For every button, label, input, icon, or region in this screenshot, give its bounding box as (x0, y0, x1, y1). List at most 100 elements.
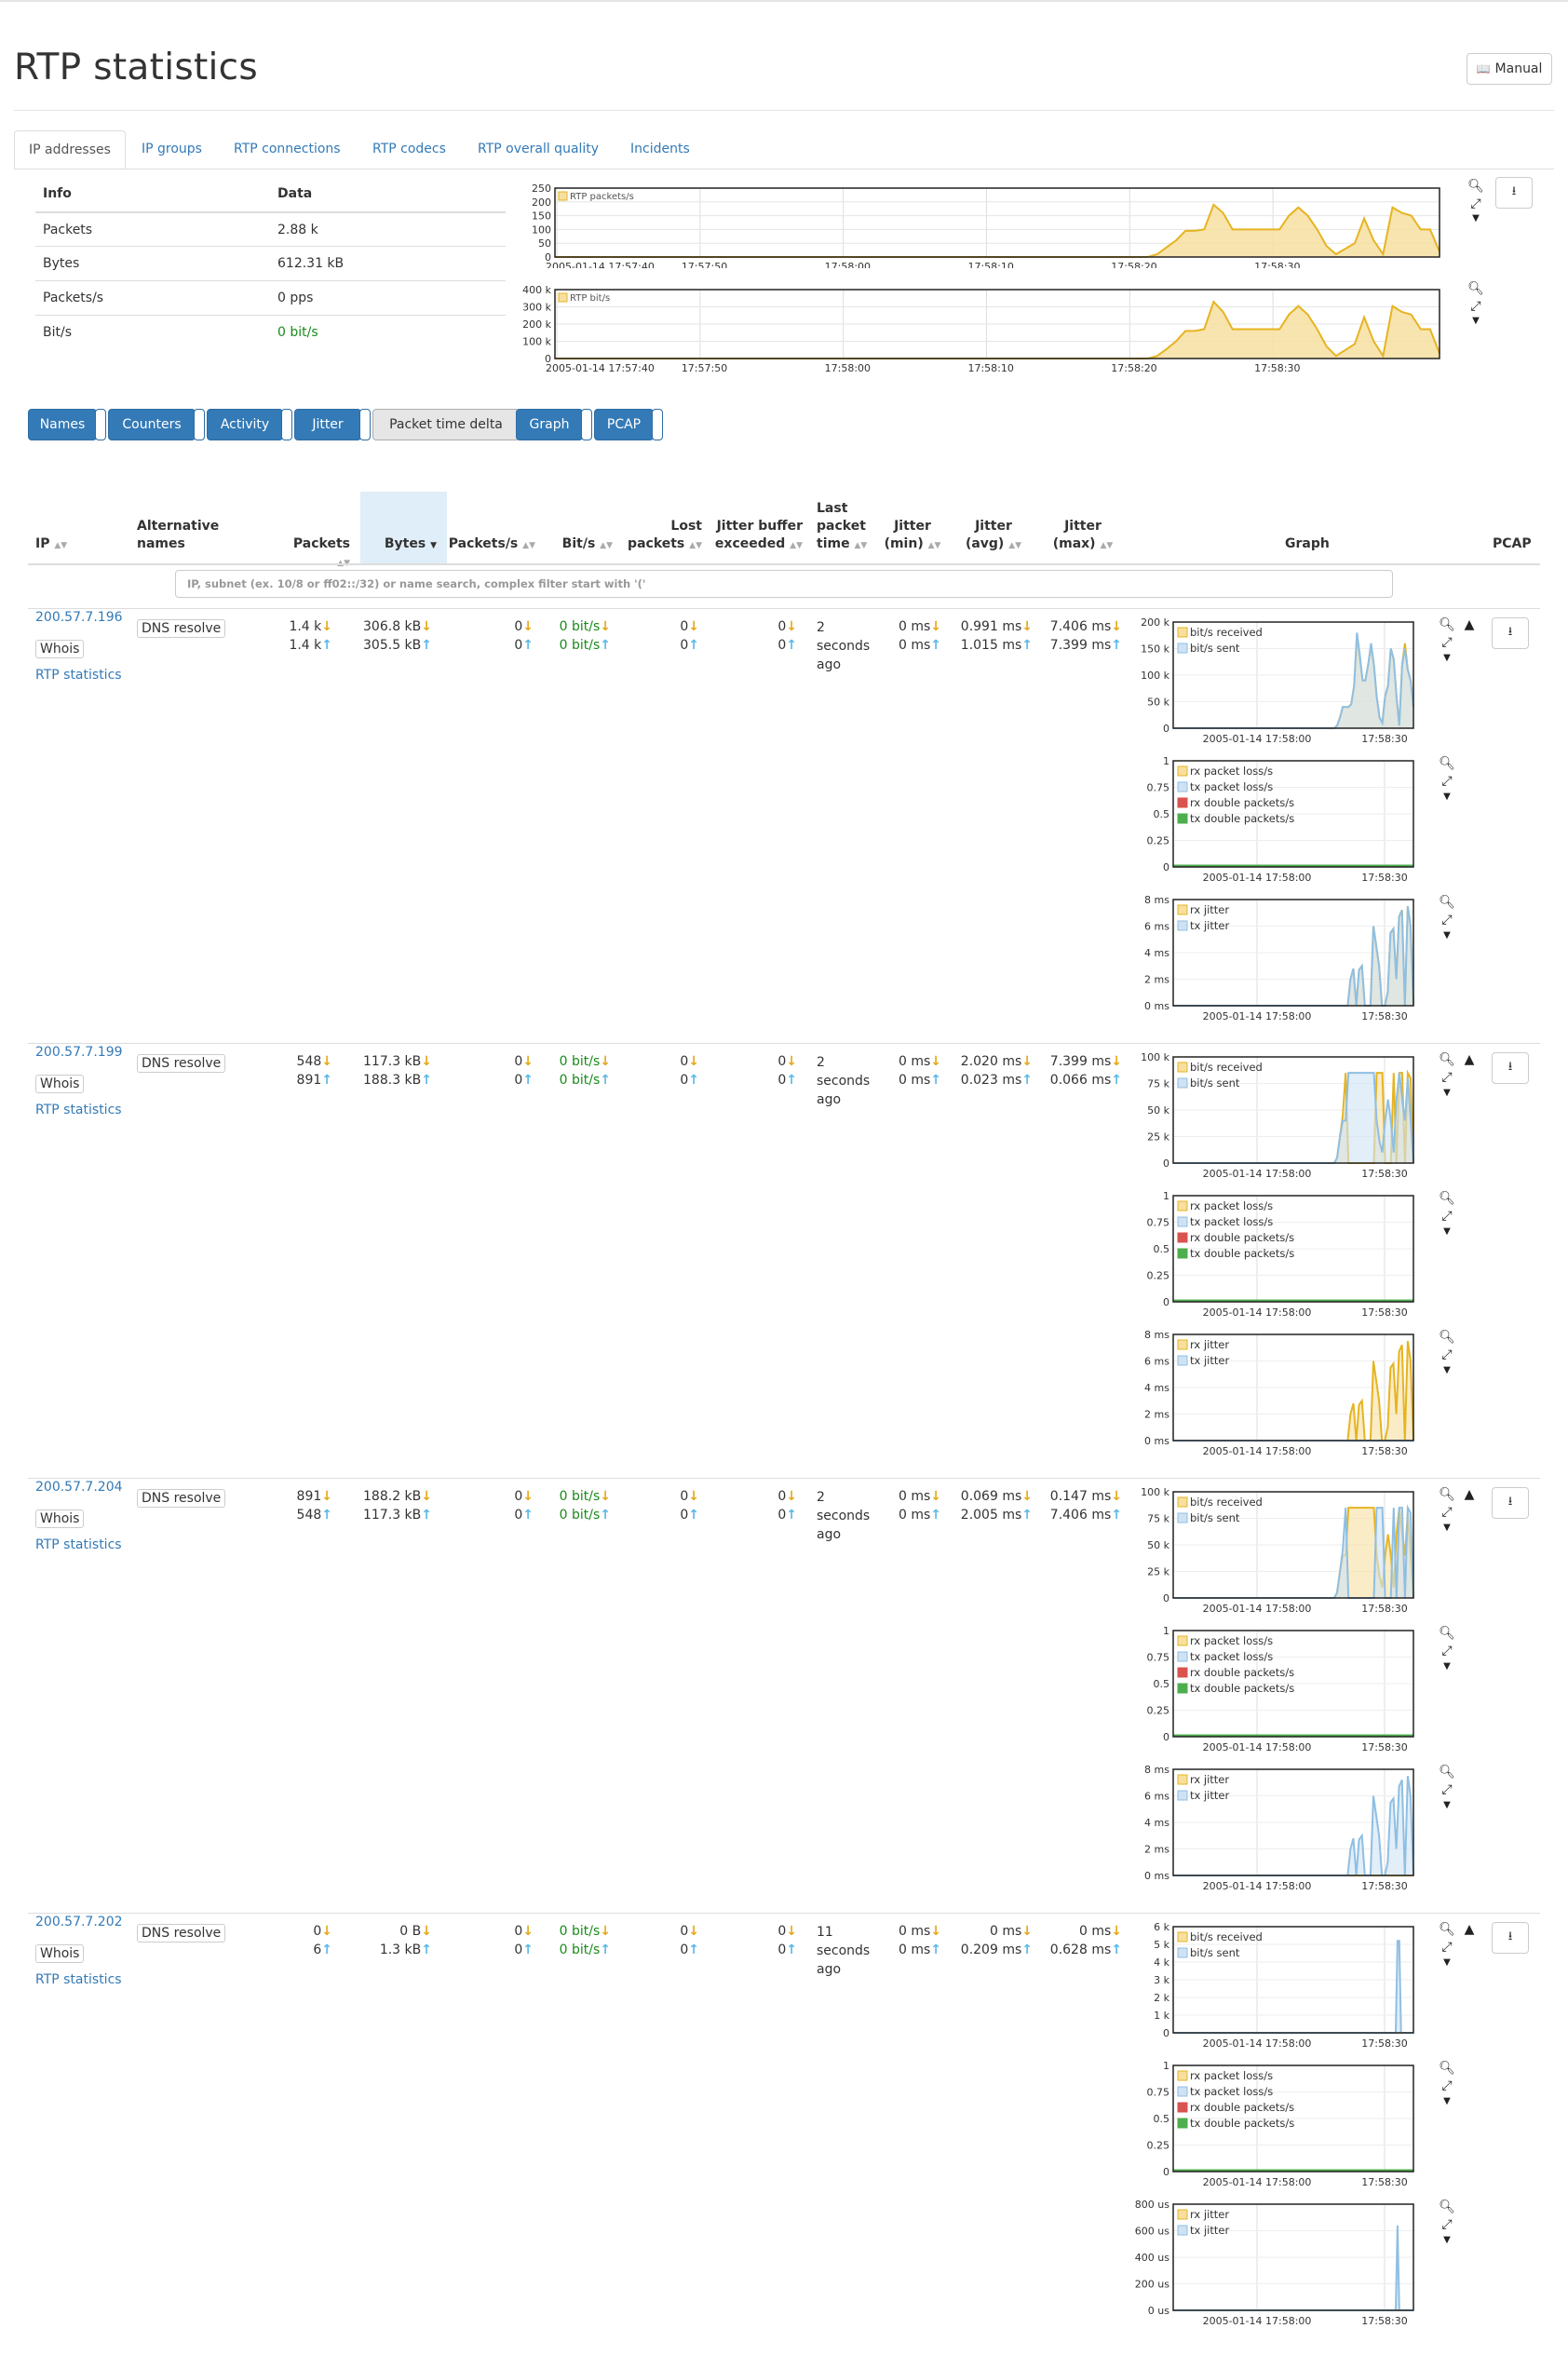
pcap-download-button[interactable]: ⭳ (1492, 1052, 1529, 1084)
rtp-bits-chart[interactable]: 2005-01-14 17:57:40 17:57:50 17:58:00 17:58… (510, 284, 1451, 377)
compress-icon[interactable]: ⤢ (1441, 913, 1453, 927)
ip-address-link[interactable]: 200.57.7.196 (35, 610, 123, 625)
toggle-packet-time-delta[interactable]: Packet time delta (372, 409, 520, 440)
ip-address-link[interactable]: 200.57.7.202 (35, 1915, 123, 1929)
compress-icon[interactable]: ⤢ (1441, 1940, 1453, 1955)
caret-down-icon[interactable]: ▼ (1443, 653, 1451, 663)
tab-ip-addresses[interactable]: IP addresses (14, 130, 126, 169)
manual-button[interactable]: 📖 Manual (1467, 53, 1552, 85)
area-chart-icon[interactable]: ▲ (1464, 1052, 1475, 1067)
col-header-jitter-avg[interactable]: Jitter (avg) ▲▼ (959, 518, 1028, 555)
zoom-icon[interactable]: 🔍︎ (1439, 617, 1455, 632)
compress-icon[interactable]: ⤢ (1441, 635, 1453, 650)
zoom-icon[interactable]: 🔍︎ (1439, 2061, 1455, 2076)
dns-resolve-button[interactable]: DNS resolve (137, 619, 226, 638)
zoom-icon[interactable]: 🔍︎ (1439, 1330, 1455, 1345)
compress-icon[interactable]: ⤢ (1441, 1209, 1453, 1224)
bits-chart[interactable]: 2005-01-14 17:58:00 17:58:30 6 k 5 k 4 k 3 k 2… (1112, 1923, 1425, 2055)
dns-resolve-button[interactable]: DNS resolve (137, 1054, 226, 1073)
caret-down-icon[interactable]: ▼ (1443, 1957, 1451, 1968)
jitter-chart[interactable]: 2005-01-14 17:58:00 17:58:30 8 ms 6 ms 4 ms 2… (1112, 896, 1425, 1028)
toggle-pcap[interactable]: PCAP (594, 409, 654, 440)
pcap-download-button[interactable]: ⭳ (1492, 1922, 1529, 1954)
bits-chart[interactable]: 2005-01-14 17:58:00 17:58:30 100 k 75 k 50 k… (1112, 1488, 1425, 1620)
packet-loss-chart[interactable]: 2005-01-14 17:58:00 17:58:30 1 0.75 0.5 0.25 0… (1112, 2062, 1425, 2194)
tab-rtp-codecs[interactable]: RTP codecs (372, 142, 446, 156)
caret-down-icon[interactable]: ▼ (1472, 316, 1480, 326)
rtp-statistics-link[interactable]: RTP statistics (35, 1537, 122, 1552)
jitter-chart[interactable]: 2005-01-14 17:58:00 17:58:30 800 us 600 us 4… (1112, 2200, 1425, 2333)
zoom-icon[interactable]: 🔍︎ (1439, 1487, 1455, 1502)
caret-down-icon[interactable]: ▼ (1443, 1661, 1451, 1672)
caret-down-icon[interactable]: ▼ (1443, 1365, 1451, 1375)
packet-loss-chart[interactable]: 2005-01-14 17:58:00 17:58:30 1 0.75 0.5 0.25 0… (1112, 1627, 1425, 1759)
compress-icon[interactable]: ⤢ (1441, 774, 1453, 789)
zoom-icon[interactable]: 🔍︎ (1439, 1626, 1455, 1641)
compress-icon[interactable]: ⤢ (1441, 2078, 1453, 2093)
whois-button[interactable]: Whois (35, 1509, 85, 1528)
col-header-packets[interactable]: Packets ▲▼ (277, 535, 350, 573)
pcap-download-button[interactable]: ⭳ (1492, 617, 1529, 649)
rtp-statistics-link[interactable]: RTP statistics (35, 1972, 122, 1987)
compress-icon[interactable]: ⤢ (1470, 299, 1481, 314)
col-header-alternative-names[interactable]: Alternative names (137, 518, 219, 553)
bits-chart[interactable]: 2005-01-14 17:58:00 17:58:30 200 k 150 k 100… (1112, 618, 1425, 751)
col-header-bits-s[interactable]: Bit/s ▲▼ (549, 535, 613, 555)
rtp-statistics-link[interactable]: RTP statistics (35, 668, 122, 683)
col-header-lost-packets[interactable]: Lost packets ▲▼ (615, 518, 702, 555)
toggle-jitter[interactable]: Jitter (294, 409, 361, 440)
packet-loss-chart[interactable]: 2005-01-14 17:58:00 17:58:30 1 0.75 0.5 0.25 0… (1112, 757, 1425, 889)
zoom-icon[interactable]: 🔍︎ (1439, 1922, 1455, 1937)
packet-loss-chart[interactable]: 2005-01-14 17:58:00 17:58:30 1 0.75 0.5 0.25 0… (1112, 1192, 1425, 1324)
compress-icon[interactable]: ⤢ (1441, 1070, 1453, 1085)
ip-address-link[interactable]: 200.57.7.199 (35, 1045, 123, 1060)
caret-down-icon[interactable]: ▼ (1443, 2096, 1451, 2106)
zoom-icon[interactable]: 🔍︎ (1439, 895, 1455, 910)
compress-icon[interactable]: ⤢ (1441, 1782, 1453, 1797)
ip-address-link[interactable]: 200.57.7.204 (35, 1480, 123, 1495)
caret-down-icon[interactable]: ▼ (1443, 1226, 1451, 1237)
zoom-icon[interactable]: 🔍︎ (1439, 1191, 1455, 1206)
zoom-icon[interactable]: 🔍︎ (1467, 281, 1484, 296)
download-button[interactable]: ⭳ (1495, 177, 1533, 209)
area-chart-icon[interactable]: ▲ (1464, 1922, 1475, 1937)
caret-down-icon[interactable]: ▼ (1443, 1523, 1451, 1533)
compress-icon[interactable]: ⤢ (1441, 1505, 1453, 1520)
col-header-bytes[interactable]: Bytes ▼ (360, 535, 437, 555)
compress-icon[interactable]: ⤢ (1470, 196, 1481, 211)
caret-down-icon[interactable]: ▼ (1443, 2235, 1451, 2245)
area-chart-icon[interactable]: ▲ (1464, 1487, 1475, 1502)
zoom-icon[interactable]: 🔍︎ (1439, 1052, 1455, 1067)
zoom-icon[interactable]: 🔍︎ (1439, 756, 1455, 771)
caret-down-icon[interactable]: ▼ (1443, 792, 1451, 802)
jitter-chart[interactable]: 2005-01-14 17:58:00 17:58:30 8 ms 6 ms 4 ms 2… (1112, 1331, 1425, 1463)
col-header-jitter-buffer[interactable]: Jitter buffer exceeded ▲▼ (706, 518, 803, 555)
dns-resolve-button[interactable]: DNS resolve (137, 1489, 226, 1508)
toggle-names[interactable]: Names (28, 409, 97, 440)
whois-button[interactable]: Whois (35, 1944, 85, 1963)
bits-chart[interactable]: 2005-01-14 17:58:00 17:58:30 100 k 75 k 50 k… (1112, 1053, 1425, 1185)
toggle-graph[interactable]: Graph (516, 409, 583, 440)
area-chart-icon[interactable]: ▲ (1464, 617, 1475, 632)
caret-down-icon[interactable]: ▼ (1443, 930, 1451, 941)
col-header-last-packet-time[interactable]: Last packet time ▲▼ (817, 500, 867, 555)
pcap-download-button[interactable]: ⭳ (1492, 1487, 1529, 1519)
col-header-packets-s[interactable]: Packets/s ▲▼ (447, 535, 535, 555)
zoom-icon[interactable]: 🔍︎ (1439, 1765, 1455, 1780)
tab-ip-groups[interactable]: IP groups (142, 142, 202, 156)
dns-resolve-button[interactable]: DNS resolve (137, 1924, 226, 1943)
col-header-jitter-max[interactable]: Jitter (max) ▲▼ (1047, 518, 1119, 555)
col-header-ip[interactable]: IP ▲▼ (35, 535, 67, 555)
toggle-activity[interactable]: Activity (207, 409, 283, 440)
tab-rtp-connections[interactable]: RTP connections (234, 142, 341, 156)
caret-down-icon[interactable]: ▼ (1443, 1088, 1451, 1098)
whois-button[interactable]: Whois (35, 1075, 85, 1093)
zoom-icon[interactable]: 🔍︎ (1467, 179, 1484, 194)
compress-icon[interactable]: ⤢ (1441, 1644, 1453, 1658)
tab-incidents[interactable]: Incidents (630, 142, 690, 156)
col-header-jitter-min[interactable]: Jitter (min) ▲▼ (879, 518, 946, 555)
jitter-chart[interactable]: 2005-01-14 17:58:00 17:58:30 8 ms 6 ms 4 ms 2… (1112, 1766, 1425, 1898)
tab-rtp-overall-quality[interactable]: RTP overall quality (478, 142, 600, 156)
zoom-icon[interactable]: 🔍︎ (1439, 2200, 1455, 2214)
compress-icon[interactable]: ⤢ (1441, 2217, 1453, 2232)
